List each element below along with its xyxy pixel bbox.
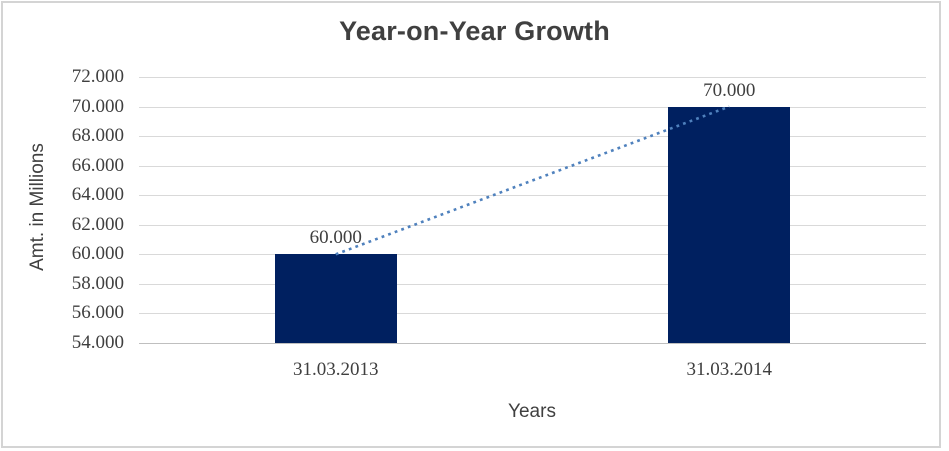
y-axis-tick-label: 68.000: [71, 125, 124, 147]
gridline: [139, 165, 926, 167]
gridline: [139, 283, 926, 285]
chart-title: Year-on-Year Growth: [339, 16, 610, 46]
bar: [274, 254, 397, 343]
x-axis-tick-label: 31.03.2014: [686, 359, 773, 380]
y-axis-tick-label: 66.000: [71, 154, 124, 176]
gridline: [139, 313, 926, 315]
gridline: [139, 77, 926, 78]
gridline: [139, 195, 926, 197]
y-axis-tick-label: 54.000: [71, 332, 124, 353]
y-axis-tick-label: 60.000: [71, 243, 124, 265]
gridline: [139, 224, 926, 226]
y-axis-tick-label: 56.000: [71, 302, 124, 324]
x-axis-tick-label: 31.03.2013: [293, 359, 379, 380]
bar-value-label: 60.000: [309, 227, 362, 249]
x-axis-line: [139, 343, 926, 344]
gridline: [139, 254, 926, 256]
y-axis-tick-label: 70.000: [71, 95, 124, 117]
bar-value-label: 70.000: [703, 79, 756, 101]
bar: [668, 106, 791, 343]
y-axis-tick-label: 58.000: [71, 272, 124, 294]
y-axis-tick-label: 64.000: [71, 184, 124, 206]
x-axis-title: Years: [508, 401, 556, 422]
gridline: [139, 106, 926, 108]
gridline: [139, 136, 926, 138]
y-axis-tick-label: 72.000: [71, 66, 124, 87]
y-axis-tick-label: 62.000: [71, 213, 124, 235]
